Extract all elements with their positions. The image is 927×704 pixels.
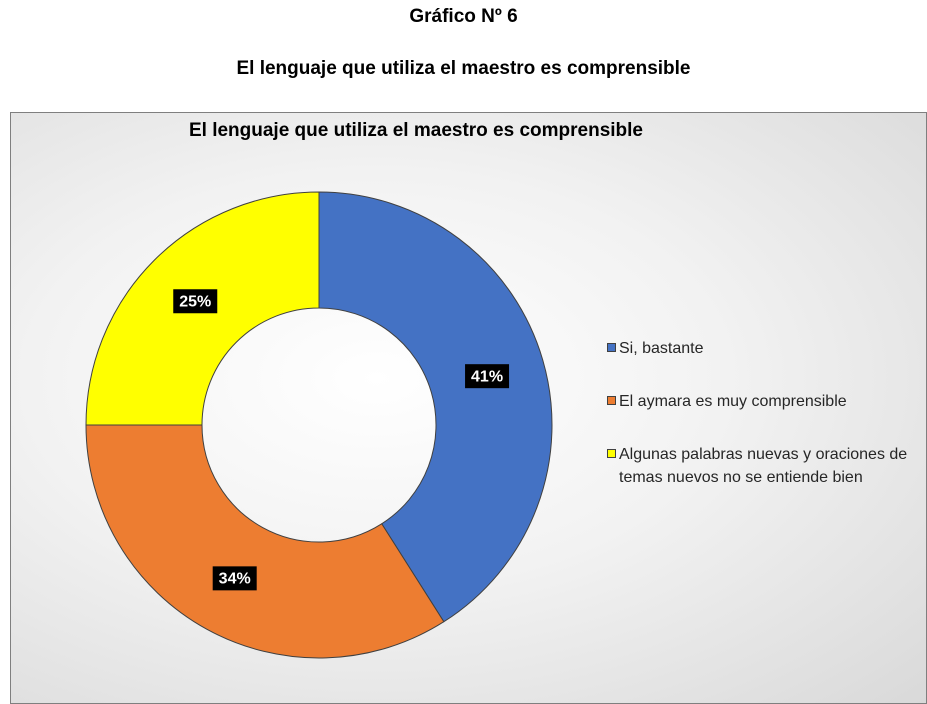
- legend-label: Algunas palabras nuevas y oraciones de t…: [619, 446, 908, 486]
- donut-slice: [318, 191, 553, 623]
- figure-number: Gráfico Nº 6: [409, 6, 518, 27]
- chart-frame: El lenguaje que utiliza el maestro es co…: [10, 112, 927, 704]
- data-label-box: [465, 364, 510, 389]
- legend-entry: Si, bastante: [607, 337, 925, 360]
- donut-slice: [85, 424, 445, 659]
- legend-entry: Algunas palabras nuevas y oraciones de t…: [607, 443, 925, 489]
- chart-title: El lenguaje que utiliza el maestro es co…: [189, 120, 643, 141]
- data-label-box: [173, 289, 218, 314]
- figure-title: El lenguaje que utiliza el maestro es co…: [236, 58, 691, 79]
- legend: Si, bastante El aymara es muy comprensibl…: [607, 337, 925, 519]
- data-label: 25%: [179, 293, 211, 310]
- chart: El lenguaje que utiliza el maestro es co…: [85, 120, 643, 659]
- data-label-box: [212, 566, 257, 591]
- legend-label: El aymara es muy comprensible: [619, 393, 847, 410]
- legend-entry: El aymara es muy comprensible: [607, 390, 925, 413]
- data-label: 34%: [219, 571, 251, 588]
- legend-swatch: [607, 396, 616, 405]
- data-label: 41%: [471, 368, 503, 385]
- legend-label: Si, bastante: [619, 340, 704, 357]
- legend-swatch: [607, 449, 616, 458]
- legend-swatch: [607, 343, 616, 352]
